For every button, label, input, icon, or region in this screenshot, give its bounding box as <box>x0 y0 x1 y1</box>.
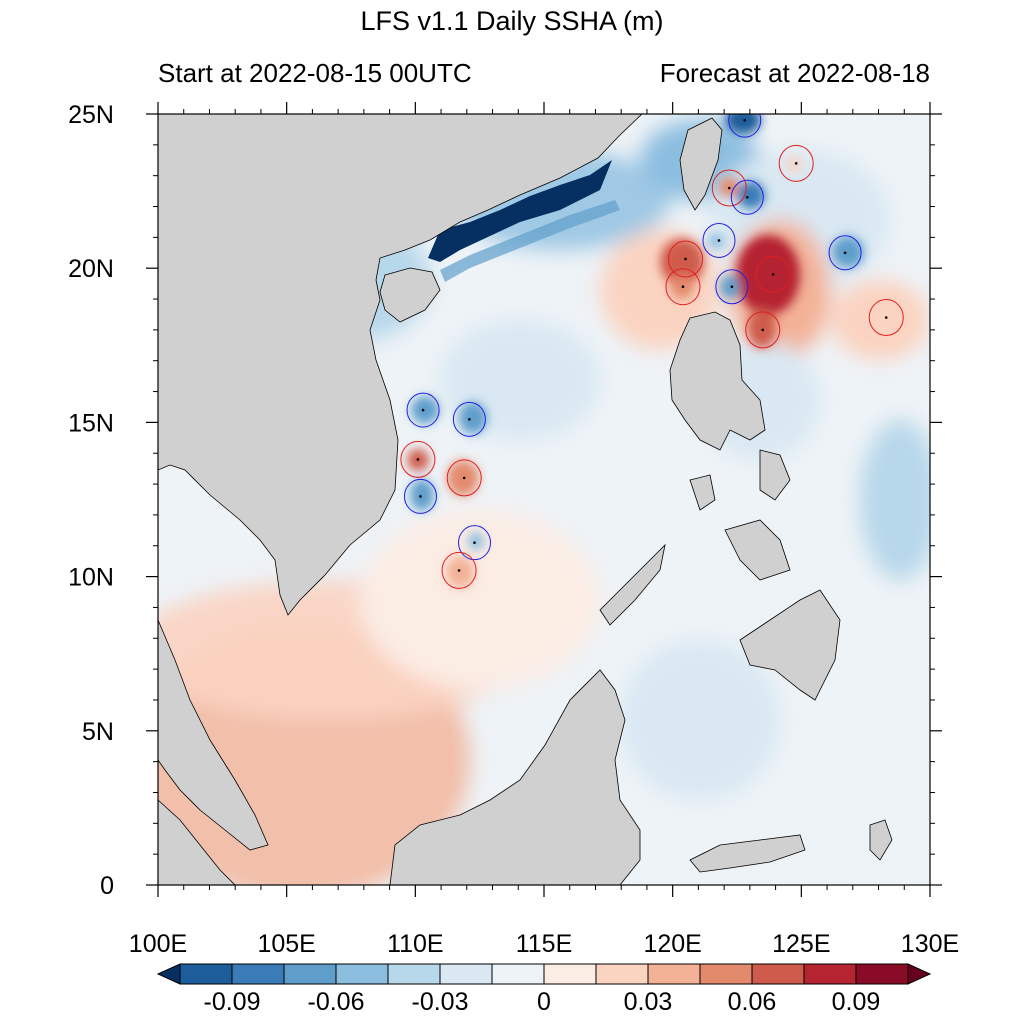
eddy-center <box>843 251 847 255</box>
land-samar <box>759 449 791 501</box>
eddy-center <box>717 239 721 242</box>
eddy-center <box>794 162 798 165</box>
eddy-center <box>419 495 422 498</box>
land-malay-peninsula <box>158 619 269 851</box>
eddy-center <box>681 285 685 289</box>
eddy-ring-anticyclonic <box>458 525 492 561</box>
land-sumatra <box>158 799 236 885</box>
eddy-ring-cyclonic <box>668 240 704 278</box>
eddy-center <box>473 541 476 544</box>
colorbar-label: 0 <box>537 988 551 1016</box>
land-palawan <box>599 543 666 626</box>
land-halmahera <box>869 819 893 861</box>
y-tick-label: 20N <box>68 255 114 283</box>
eddy-ring-anticyclonic <box>702 222 736 258</box>
land-hainan <box>379 267 441 323</box>
colorbar-label: 0.03 <box>624 988 673 1016</box>
colorbar-min-arrow <box>156 963 181 985</box>
coastal-negative-band <box>428 160 612 262</box>
colorbar-box <box>231 963 285 985</box>
colorbar-box <box>179 963 233 985</box>
colorbar-label: 0.09 <box>832 988 881 1016</box>
eddy-center <box>743 118 747 122</box>
eddy-ring-cyclonic <box>446 459 482 497</box>
colorbar-max-arrow <box>907 963 932 985</box>
forecast-time-label: Forecast at 2022-08-18 <box>659 58 930 88</box>
x-tick-label: 115E <box>516 930 573 958</box>
colorbar-box <box>387 963 441 985</box>
colorbar-box <box>439 963 493 985</box>
eddy-center <box>421 408 425 412</box>
eddy-center <box>761 328 765 332</box>
y-tick-label: 0 <box>100 872 114 900</box>
eddy-ring-cyclonic <box>868 299 904 337</box>
eddy-center <box>771 273 775 276</box>
x-tick-label: 120E <box>643 930 701 958</box>
land-borneo <box>389 669 641 885</box>
colorbar: -0.09 -0.06 -0.03 0 0.03 0.06 0.09 <box>156 963 932 1016</box>
colorbar-label: -0.09 <box>204 988 261 1016</box>
eddy-center <box>745 195 749 199</box>
x-tick-label: 105E <box>257 930 315 958</box>
land-masses <box>158 114 893 885</box>
ssha-field <box>158 114 930 885</box>
eddy-ring-anticyclonic <box>730 179 764 215</box>
colorbar-box <box>647 963 701 985</box>
x-tick-label: 100E <box>129 930 187 958</box>
land-mindoro <box>689 474 716 511</box>
colorbar-box <box>699 963 753 985</box>
eddy-center <box>884 316 888 319</box>
colorbar-box <box>335 963 389 985</box>
eddy-ring-anticyclonic <box>406 392 440 428</box>
eddy-ring-cyclonic <box>755 255 791 293</box>
colorbar-box <box>543 963 597 985</box>
y-tick-label: 15N <box>68 409 114 437</box>
land-mindanao <box>739 589 841 701</box>
eddy-markers <box>400 114 904 589</box>
eddy-ring-cyclonic <box>665 268 701 306</box>
eddy-center <box>462 476 466 480</box>
y-tick-label: 10N <box>68 564 114 592</box>
eddy-ring-cyclonic <box>711 169 747 207</box>
eddy-ring-cyclonic <box>745 311 781 349</box>
y-tick-label: 25N <box>68 101 114 129</box>
colorbar-box <box>283 963 337 985</box>
x-tick-label: 110E <box>387 930 444 958</box>
colorbar-box <box>595 963 649 985</box>
eddy-center <box>684 257 687 261</box>
eddy-ring-cyclonic <box>441 551 477 589</box>
colorbar-box <box>491 963 545 985</box>
eddy-ring-anticyclonic <box>715 269 749 305</box>
colorbar-box <box>751 963 805 985</box>
land-mainland <box>158 114 643 616</box>
colorbar-label: 0.06 <box>728 988 777 1016</box>
colorbar-box <box>855 963 909 985</box>
land-sulawesi <box>689 834 806 873</box>
land-visayas <box>724 519 791 581</box>
eddy-ring-anticyclonic <box>403 478 437 514</box>
y-tick-label: 5N <box>82 718 114 746</box>
map-axes: 100E 105E 110E 115E 120E 125E 130E 25N 20N 15N 10N… <box>68 101 959 958</box>
land-luzon <box>669 311 766 451</box>
colorbar-label: -0.06 <box>308 988 365 1016</box>
x-tick-label: 130E <box>901 930 959 958</box>
map-title: LFS v1.1 Daily SSHA (m) <box>360 6 664 36</box>
eddy-ring-anticyclonic <box>728 114 762 138</box>
eddy-center <box>730 285 734 289</box>
colorbar-label: -0.03 <box>412 988 469 1016</box>
start-time-label: Start at 2022-08-15 00UTC <box>158 58 472 88</box>
eddy-center <box>727 186 731 190</box>
eddy-center <box>416 458 420 461</box>
colorbar-box <box>803 963 857 985</box>
eddy-ring-cyclonic <box>400 440 436 478</box>
land-taiwan <box>679 117 723 211</box>
eddy-ring-cyclonic <box>778 144 814 182</box>
eddy-ring-anticyclonic <box>828 235 862 271</box>
eddy-center <box>457 569 461 572</box>
eddy-center <box>468 418 471 421</box>
x-tick-label: 125E <box>772 930 830 958</box>
eddy-ring-anticyclonic <box>452 401 486 437</box>
